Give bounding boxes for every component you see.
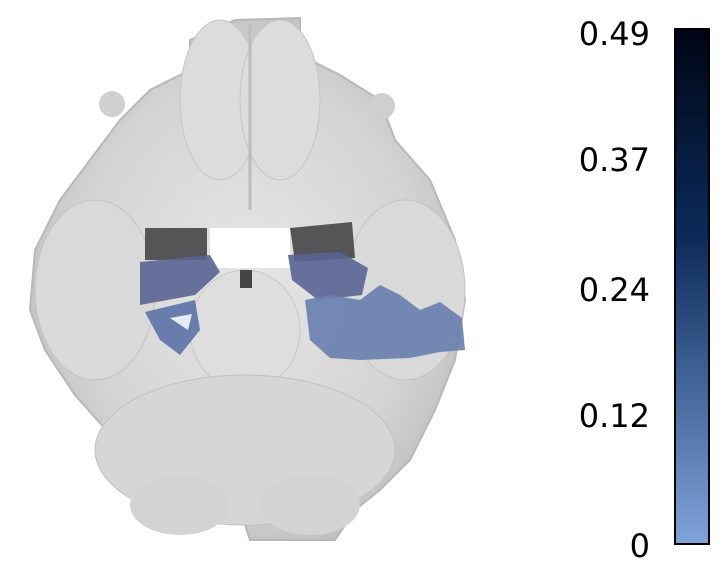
overlay-left-lower <box>145 300 200 355</box>
colorbar-tick-label: 0.12 <box>578 397 650 435</box>
colorbar-tick-label: 0.37 <box>578 141 650 179</box>
right-frontal-lobe <box>239 19 321 181</box>
colorbar-tick-label: 0 <box>629 527 650 565</box>
central-white-region <box>210 228 290 268</box>
overlay-right-upper <box>288 252 368 300</box>
colorbar <box>674 28 710 545</box>
right-dark-region <box>290 222 355 262</box>
left-dark-region <box>145 228 207 260</box>
colorbar-tick-label: 0.24 <box>578 271 650 309</box>
overlay-left-upper <box>140 255 220 305</box>
left-temporal-lobe <box>34 199 156 381</box>
brain-axial-slice <box>28 16 467 541</box>
colorbar-tick-label: 0.49 <box>578 15 650 53</box>
overlay-right-lower <box>305 285 465 360</box>
